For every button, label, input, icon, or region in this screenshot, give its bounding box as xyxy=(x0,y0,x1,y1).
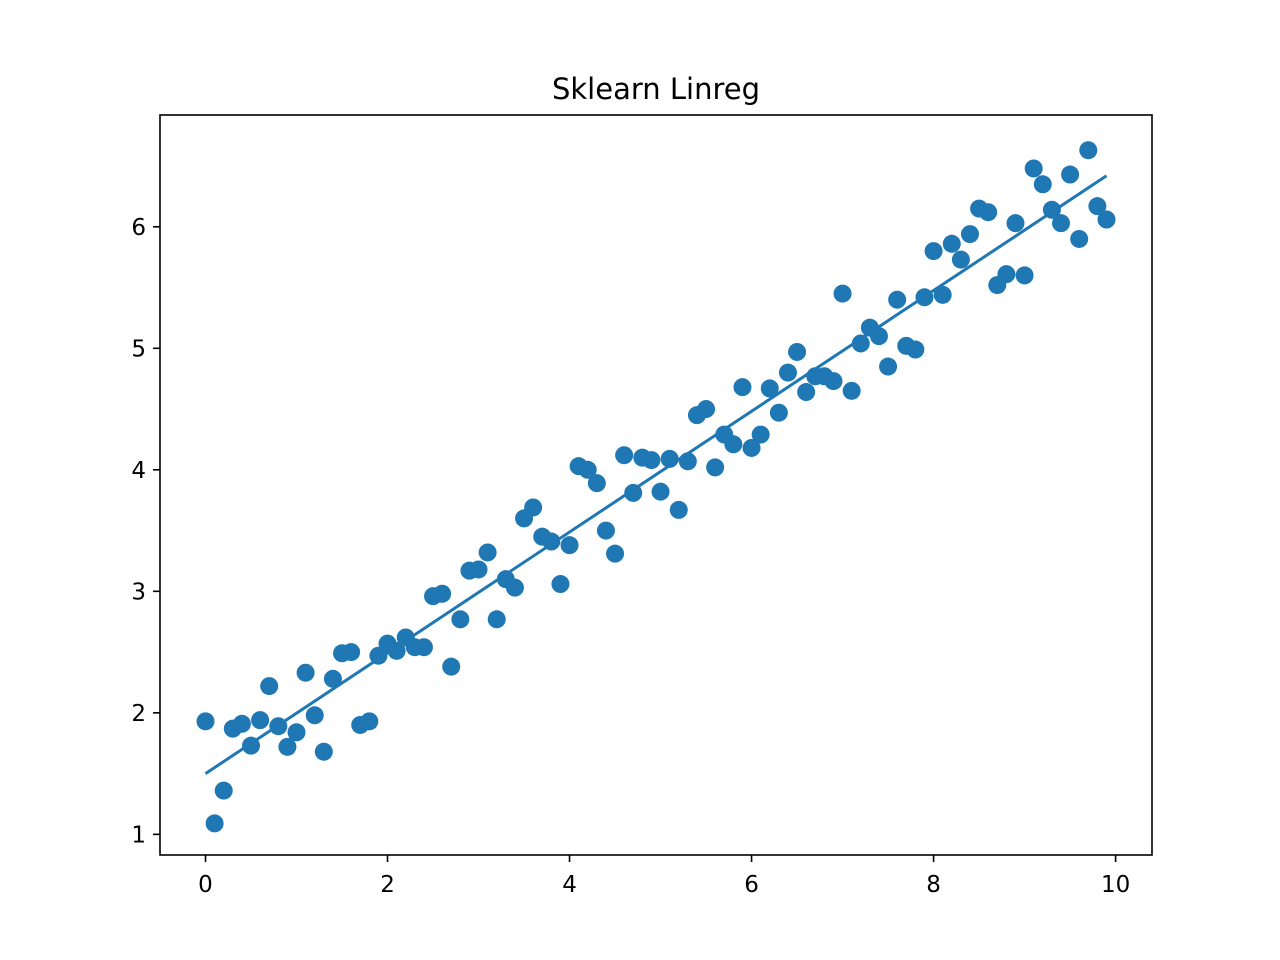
scatter-point xyxy=(788,342,807,361)
chart-title: Sklearn Linreg xyxy=(552,72,760,106)
x-tick-label: 2 xyxy=(380,872,395,898)
scatter-point xyxy=(287,723,306,742)
y-tick-label: 4 xyxy=(131,458,146,484)
scatter-point xyxy=(879,357,898,376)
scatter-point xyxy=(360,712,379,731)
scatter-point xyxy=(296,663,315,682)
scatter-point xyxy=(942,234,961,253)
scatter-point xyxy=(869,327,888,346)
scatter-point xyxy=(1033,175,1052,194)
scatter-point xyxy=(214,781,233,800)
scatter-point xyxy=(260,677,279,696)
scatter-point xyxy=(442,657,461,676)
scatter-point xyxy=(387,641,406,660)
scatter-point xyxy=(606,544,625,563)
scatter-point xyxy=(660,449,679,468)
regression-line xyxy=(204,174,1108,775)
scatter-point xyxy=(1070,229,1089,248)
scatter-point xyxy=(1006,214,1025,233)
scatter-point xyxy=(851,334,870,353)
plot-area xyxy=(196,141,1116,833)
x-tick-label: 6 xyxy=(744,872,759,898)
scatter-point xyxy=(1024,159,1043,178)
x-tick-label: 4 xyxy=(562,872,577,898)
y-tick-label: 3 xyxy=(131,579,146,605)
scatter-point xyxy=(960,225,979,244)
scatter-point xyxy=(551,575,570,594)
x-tick-label: 0 xyxy=(198,872,213,898)
scatter-point xyxy=(769,403,788,422)
scatter-point xyxy=(1051,214,1070,233)
scatter-point xyxy=(979,203,998,222)
scatter-point xyxy=(433,584,452,603)
plot-frame xyxy=(159,114,1153,856)
scatter-point xyxy=(842,381,861,400)
scatter-point xyxy=(1088,197,1107,216)
scatter-point xyxy=(651,482,670,501)
scatter-point xyxy=(624,483,643,502)
scatter-point xyxy=(205,814,224,833)
y-tick-label: 5 xyxy=(131,336,146,362)
scatter-point xyxy=(269,717,288,736)
scatter-point xyxy=(232,714,251,733)
scatter-point xyxy=(342,643,361,662)
scatter-point xyxy=(1061,165,1080,184)
scatter-point xyxy=(278,737,297,756)
scatter-point xyxy=(797,383,816,402)
scatter-point xyxy=(451,610,470,629)
scatter-point xyxy=(323,669,342,688)
scatter-point xyxy=(196,712,215,731)
scatter-point xyxy=(669,500,688,519)
scatter-point xyxy=(596,521,615,540)
scatter-point xyxy=(724,435,743,454)
scatter-point xyxy=(1015,266,1034,285)
scatter-point xyxy=(760,379,779,398)
scatter-point xyxy=(524,498,543,517)
x-tick-label: 10 xyxy=(1101,872,1130,898)
scatter-point xyxy=(924,242,943,261)
scatter-point xyxy=(414,638,433,657)
scatter-point xyxy=(560,536,579,555)
scatter-point xyxy=(587,474,606,493)
scatter-point xyxy=(1042,200,1061,219)
scatter-point xyxy=(888,290,907,309)
scatter-point xyxy=(578,460,597,479)
scatter-point xyxy=(824,372,843,391)
scatter-point xyxy=(542,532,561,551)
scatter-point xyxy=(906,340,925,359)
scatter-point xyxy=(933,285,952,304)
scatter-point xyxy=(242,736,261,755)
scatter-point xyxy=(951,250,970,269)
scatter-point xyxy=(742,438,761,457)
scatter-point xyxy=(915,288,934,307)
y-tick-label: 6 xyxy=(131,215,146,241)
x-axis: 0 2 4 6 8 10 xyxy=(198,855,1130,898)
scatter-point xyxy=(706,458,725,477)
scatter-point xyxy=(469,560,488,579)
scatter-point xyxy=(697,400,716,419)
scatter-point xyxy=(487,610,506,629)
scatter-point xyxy=(678,452,697,471)
y-axis: 1 2 3 4 5 6 xyxy=(131,215,160,848)
x-tick-label: 8 xyxy=(926,872,941,898)
scatter-point xyxy=(1097,210,1116,229)
scatter-point xyxy=(615,446,634,465)
scatter-point xyxy=(1079,141,1098,160)
y-tick-label: 2 xyxy=(131,701,146,727)
scatter-point xyxy=(997,265,1016,284)
scatter-point xyxy=(251,711,270,730)
scatter-point xyxy=(778,363,797,382)
y-tick-label: 1 xyxy=(131,822,146,848)
scatter-point xyxy=(314,742,333,761)
scatter-point xyxy=(642,451,661,470)
scatter-point xyxy=(751,425,770,444)
scatter-point xyxy=(733,378,752,397)
scatter-point xyxy=(505,578,524,597)
scatter-point xyxy=(478,543,497,562)
scatter-point xyxy=(833,284,852,303)
scatter-point xyxy=(305,706,324,725)
